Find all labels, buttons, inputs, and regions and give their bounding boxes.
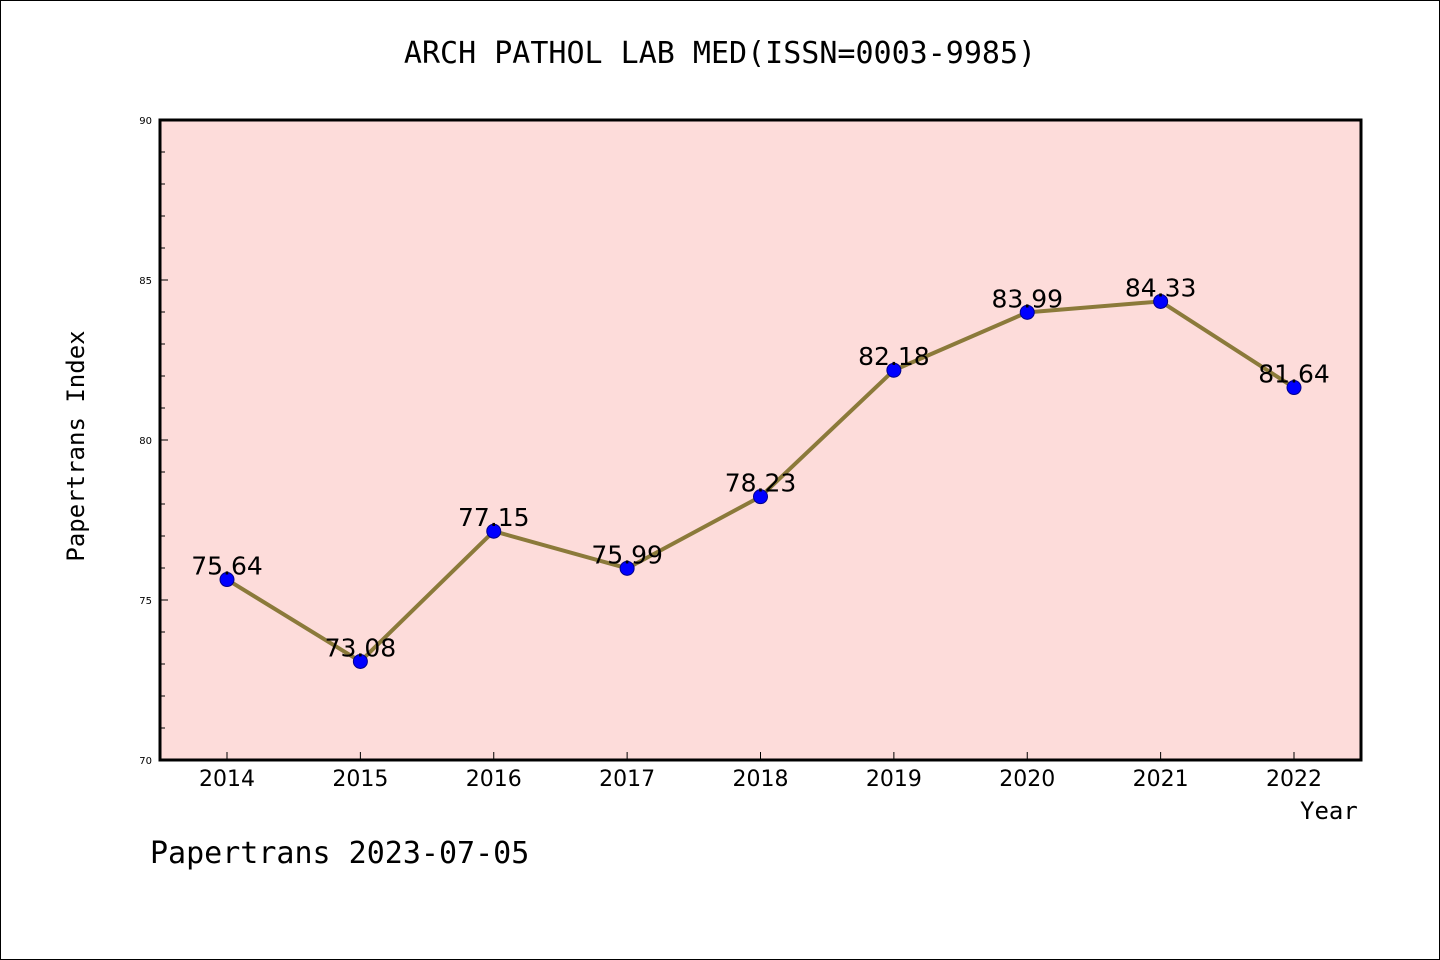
data-label: 83.99 (991, 284, 1063, 313)
data-point (352, 653, 368, 669)
y-tick-label: 80 (139, 436, 152, 447)
y-tick-label: 70 (139, 756, 152, 767)
x-tick-label: 2015 (332, 767, 388, 792)
data-label: 81.64 (1258, 360, 1330, 389)
chart-title: ARCH PATHOL LAB MED(ISSN=0003-9985) (403, 36, 1037, 71)
data-point (486, 523, 502, 539)
x-tick-label: 2020 (999, 767, 1055, 792)
plot-area (158, 118, 1363, 762)
x-axis: 2014 2015 2016 2017 2018 2019 2020 2021 2022 (199, 752, 1322, 792)
x-tick-label: 2014 (199, 767, 255, 792)
x-axis-label: Year (1300, 797, 1358, 825)
footer-note: Papertrans 2023-07-05 (150, 836, 530, 871)
x-tick-label: 2016 (466, 767, 522, 792)
data-label: 84.33 (1125, 273, 1197, 302)
y-axis: 70 75 80 85 90 (139, 116, 168, 767)
data-point (1153, 293, 1169, 309)
y-tick-label: 90 (139, 116, 152, 127)
data-point (619, 560, 635, 576)
data-label: 75.99 (591, 540, 663, 569)
data-point (1019, 304, 1035, 320)
data-points (219, 293, 1302, 669)
x-tick-label: 2018 (733, 767, 789, 792)
x-tick-label: 2017 (599, 767, 655, 792)
data-point (1286, 380, 1302, 396)
data-point (219, 572, 235, 588)
y-tick-label: 85 (139, 276, 152, 287)
data-label: 78.23 (725, 469, 797, 498)
data-label: 73.08 (325, 633, 397, 662)
data-point (753, 489, 768, 505)
y-tick-label: 75 (139, 596, 152, 607)
data-labels: 75.64 73.08 77.15 75.99 78.23 82.18 83.99 84.33… (191, 273, 1330, 662)
x-tick-label: 2022 (1266, 767, 1322, 792)
x-tick-label: 2019 (866, 767, 922, 792)
data-point (886, 362, 902, 378)
data-label: 77.15 (458, 503, 530, 532)
data-label: 75.64 (191, 552, 263, 581)
x-tick-label: 2021 (1133, 767, 1189, 792)
data-label: 82.18 (858, 342, 930, 371)
